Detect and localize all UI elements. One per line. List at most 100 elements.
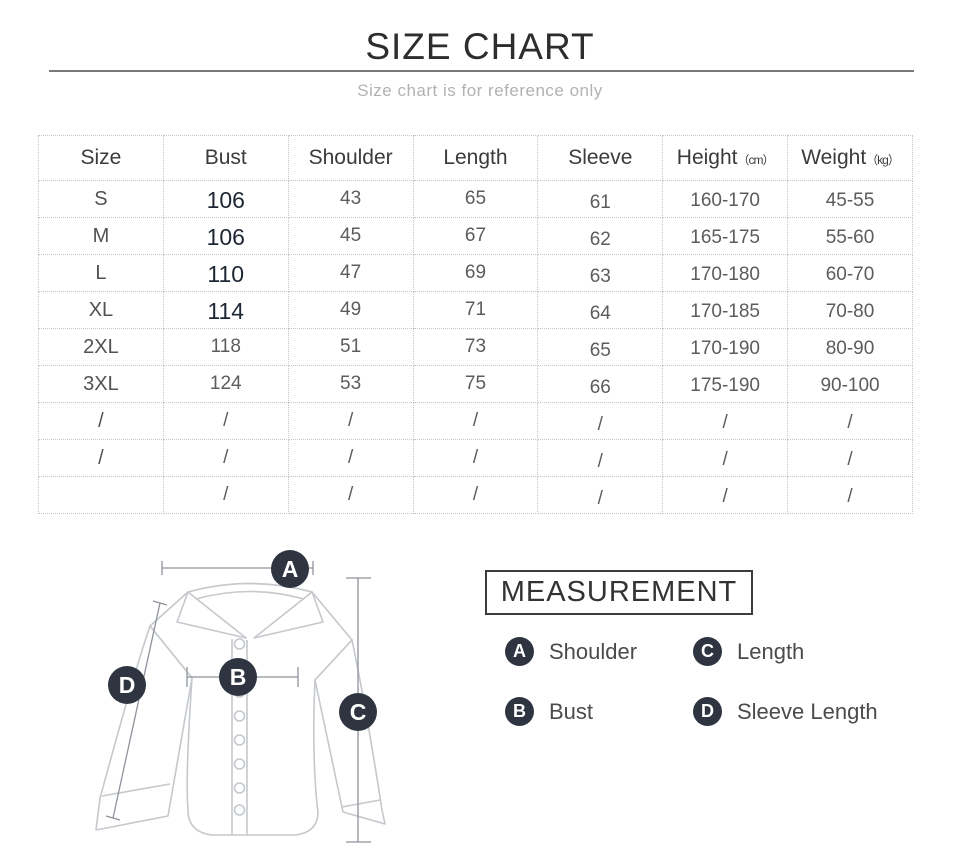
- value-cell: /: [787, 476, 913, 514]
- value-cell: 73: [412, 328, 539, 366]
- value-cell: 69: [412, 254, 539, 292]
- size-cell: 3XL: [38, 365, 164, 403]
- shirt-illustration: [95, 561, 386, 843]
- value-cell: /: [162, 402, 289, 440]
- size-table-body: S 106 43 65 61 160-170 45-55 M 106 45 67 62 165-175 5…: [38, 180, 913, 514]
- value-cell: 63: [537, 254, 664, 292]
- size-table: Size Bust Shoulder Length Sleeve Height（cm） We…: [38, 135, 913, 514]
- value-cell: 80-90: [787, 328, 913, 366]
- legend-badge-d: D: [693, 697, 722, 726]
- value-cell: /: [787, 439, 913, 477]
- table-row: / / / / / / /: [38, 402, 913, 440]
- table-row: 3XL 124 53 75 66 175-190 90-100: [38, 365, 913, 403]
- value-cell: 170-190: [662, 328, 789, 366]
- value-cell: 175-190: [662, 365, 789, 403]
- size-cell: 2XL: [38, 328, 164, 366]
- column-header-weight: Weight（kg）: [787, 135, 913, 181]
- column-header-height: Height（cm）: [662, 135, 789, 181]
- size-cell: [38, 476, 164, 514]
- size-cell: /: [38, 402, 164, 440]
- shirt-outline: [95, 582, 386, 836]
- value-cell: 118: [162, 328, 289, 366]
- legend-item-shoulder: A Shoulder: [505, 637, 693, 666]
- column-header-size: Size: [38, 135, 164, 181]
- title-underline: [49, 70, 914, 72]
- value-cell: /: [662, 476, 789, 514]
- page-subtitle: Size chart is for reference only: [357, 81, 603, 100]
- column-header-sleeve: Sleeve: [537, 135, 664, 181]
- legend-badge-a: A: [505, 637, 534, 666]
- value-cell: 64: [537, 291, 664, 329]
- measurement-title: MEASUREMENT: [500, 576, 738, 608]
- value-cell: 60-70: [787, 254, 913, 292]
- table-row: / / / / / /: [38, 476, 913, 514]
- value-cell: /: [412, 439, 539, 477]
- marker-badge-d: D: [108, 666, 146, 704]
- size-cell: S: [38, 180, 164, 218]
- table-row: XL 114 49 71 64 170-185 70-80: [38, 291, 913, 329]
- value-cell: 45: [287, 217, 414, 255]
- legend-badge-c: C: [693, 637, 722, 666]
- size-cell: L: [38, 254, 164, 292]
- legend-item-sleeve-length: D Sleeve Length: [693, 697, 878, 726]
- table-row: 2XL 118 51 73 65 170-190 80-90: [38, 328, 913, 366]
- value-cell: 53: [287, 365, 414, 403]
- value-cell: 62: [537, 217, 664, 255]
- legend-item-length: C Length: [693, 637, 878, 666]
- table-row: L 110 47 69 63 170-180 60-70: [38, 254, 913, 292]
- value-cell: 160-170: [662, 180, 789, 218]
- marker-badge-a: A: [271, 550, 309, 588]
- legend-label: Sleeve Length: [737, 698, 878, 724]
- value-cell: 70-80: [787, 291, 913, 329]
- legend-label: Bust: [549, 698, 594, 724]
- header-row: Size Bust Shoulder Length Sleeve Height（cm） We…: [38, 135, 913, 181]
- column-header-shoulder: Shoulder: [287, 135, 414, 181]
- value-cell: 45-55: [787, 180, 913, 218]
- shirt-diagram: A B C D: [60, 548, 440, 853]
- size-cell: M: [38, 217, 164, 255]
- measurement-legend: A Shoulder C Length B Bust D Sleeve Length: [505, 637, 878, 726]
- value-cell: /: [412, 402, 539, 440]
- value-cell: 65: [537, 328, 664, 366]
- legend-label: Shoulder: [549, 638, 638, 664]
- value-cell: /: [412, 476, 539, 514]
- size-table-head: Size Bust Shoulder Length Sleeve Height（cm） We…: [38, 135, 913, 181]
- table-row: S 106 43 65 61 160-170 45-55: [38, 180, 913, 218]
- value-cell: 170-185: [662, 291, 789, 329]
- value-cell: /: [537, 476, 664, 514]
- value-cell: /: [287, 476, 414, 514]
- value-cell: 106: [162, 217, 289, 255]
- value-cell: 110: [162, 254, 289, 292]
- measurement-title-box: MEASUREMENT: [485, 570, 753, 615]
- value-cell: 165-175: [662, 217, 789, 255]
- value-cell: 43: [287, 180, 414, 218]
- legend-label: Length: [737, 638, 805, 664]
- value-cell: /: [162, 439, 289, 477]
- column-header-length: Length: [412, 135, 539, 181]
- marker-badge-c: C: [339, 693, 377, 731]
- value-cell: /: [537, 402, 664, 440]
- size-cell: XL: [38, 291, 164, 329]
- value-cell: 90-100: [787, 365, 913, 403]
- value-cell: 47: [287, 254, 414, 292]
- value-cell: 49: [287, 291, 414, 329]
- value-cell: 170-180: [662, 254, 789, 292]
- value-cell: /: [287, 439, 414, 477]
- value-cell: 55-60: [787, 217, 913, 255]
- value-cell: /: [662, 439, 789, 477]
- value-cell: 106: [162, 180, 289, 218]
- value-cell: 61: [537, 180, 664, 218]
- value-cell: 51: [287, 328, 414, 366]
- legend-badge-b: B: [505, 697, 534, 726]
- value-cell: 67: [412, 217, 539, 255]
- column-header-bust: Bust: [162, 135, 289, 181]
- value-cell: /: [537, 439, 664, 477]
- value-cell: 65: [412, 180, 539, 218]
- value-cell: /: [287, 402, 414, 440]
- legend-item-bust: B Bust: [505, 697, 693, 726]
- value-cell: 114: [162, 291, 289, 329]
- value-cell: /: [787, 402, 913, 440]
- size-cell: /: [38, 439, 164, 477]
- table-row: / / / / / / /: [38, 439, 913, 477]
